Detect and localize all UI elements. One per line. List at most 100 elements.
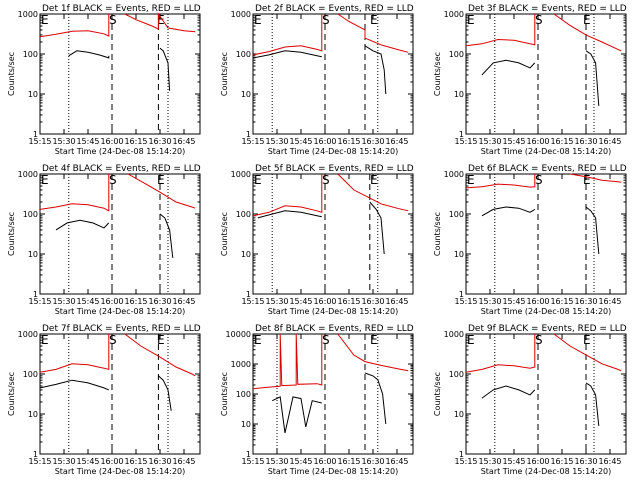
lld-series-line (124, 12, 196, 33)
lld-series-line (252, 333, 323, 390)
y-axis-label: Counts/sec (7, 52, 16, 96)
x-tick-label: 15:15 (454, 137, 477, 146)
x-tick-label: 16:45 (172, 297, 195, 306)
event-marker-label: E (583, 173, 591, 187)
x-tick-label: 15:45 (76, 297, 99, 306)
event-marker-label: E (583, 333, 591, 347)
events-series-line (369, 201, 385, 255)
panel-title: Det 7f BLACK = Events, RED = LLD (42, 324, 201, 334)
y-tick-label: 1 (33, 130, 38, 139)
event-marker-label: E (41, 333, 49, 347)
event-marker-label: E (254, 173, 262, 187)
event-marker-label: S (535, 173, 543, 187)
lld-series-line (553, 13, 622, 52)
x-axis-label: Start Time (24-Dec-08 15:14:20) (55, 147, 186, 156)
x-tick-label: 15:15 (241, 137, 264, 146)
y-tick-label: 1000 (231, 360, 251, 369)
x-tick-label: 15:45 (502, 297, 525, 306)
panel: Det 8f BLACK = Events, RED = LLD 1 10 100 10… (220, 324, 414, 476)
events-series-line (252, 50, 322, 59)
x-tick-label: 15:45 (502, 137, 525, 146)
event-marker-label: E (467, 13, 475, 27)
y-tick-label: 10 (241, 90, 251, 99)
axes-frame (252, 173, 414, 295)
x-tick-label: 16:00 (313, 137, 336, 146)
events-series-line (481, 206, 536, 217)
panel: Det 1f BLACK = Events, RED = LLD 1 10 100 10… (7, 4, 201, 156)
panel-title: Det 4f BLACK = Events, RED = LLD (42, 164, 201, 174)
x-tick-label: 15:15 (28, 297, 51, 306)
lld-series-line (252, 14, 323, 56)
x-tick-label: 16:45 (598, 457, 621, 466)
lld-series-line (569, 173, 622, 183)
x-tick-label: 16:30 (574, 297, 597, 306)
y-axis-label: Counts/sec (220, 372, 229, 416)
lld-series-line (337, 173, 409, 212)
events-series-line (481, 385, 536, 399)
axes-frame (465, 333, 627, 455)
x-tick-label: 15:45 (76, 137, 99, 146)
panel-title: Det 6f BLACK = Events, RED = LLD (468, 164, 627, 174)
y-tick-label: 100 (236, 210, 251, 219)
lld-series-line (252, 174, 323, 217)
y-tick-label: 10 (28, 250, 38, 259)
y-tick-label: 10 (454, 90, 464, 99)
x-tick-label: 16:45 (385, 297, 408, 306)
event-marker-label: S (322, 173, 330, 187)
events-series-line (55, 219, 110, 231)
y-axis-label: Counts/sec (433, 372, 442, 416)
event-marker-label: S (109, 333, 117, 347)
x-tick-label: 16:15 (124, 137, 147, 146)
x-tick-label: 16:15 (550, 457, 573, 466)
event-marker-label: E (41, 13, 49, 27)
lld-series-line (124, 333, 196, 377)
x-tick-label: 15:30 (265, 457, 288, 466)
event-marker-label: E (157, 173, 165, 187)
events-series-line (364, 372, 387, 425)
y-tick-label: 1000 (444, 330, 464, 339)
event-marker-label: S (109, 173, 117, 187)
y-tick-label: 1 (246, 130, 251, 139)
panel: Det 6f BLACK = Events, RED = LLD 1 10 100 10… (433, 164, 627, 316)
x-tick-label: 16:00 (100, 137, 123, 146)
events-series-line (39, 379, 109, 391)
x-tick-label: 15:15 (241, 457, 264, 466)
y-tick-label: 10 (454, 410, 464, 419)
y-tick-label: 10 (28, 90, 38, 99)
y-tick-label: 100 (449, 50, 464, 59)
event-marker-label: S (109, 13, 117, 27)
panel-title: Det 3f BLACK = Events, RED = LLD (468, 4, 627, 14)
y-tick-label: 10 (241, 420, 251, 429)
x-tick-label: 15:15 (454, 297, 477, 306)
lld-series-line (337, 333, 409, 372)
y-tick-label: 10 (28, 410, 38, 419)
lld-series-line (39, 334, 110, 373)
x-tick-label: 16:30 (148, 457, 171, 466)
lld-series-line (39, 174, 110, 212)
x-axis-label: Start Time (24-Dec-08 15:14:20) (268, 307, 399, 316)
x-tick-label: 16:00 (526, 137, 549, 146)
y-tick-label: 1 (459, 290, 464, 299)
y-tick-label: 1000 (231, 170, 251, 179)
x-tick-label: 15:30 (478, 137, 501, 146)
x-axis-label: Start Time (24-Dec-08 15:14:20) (481, 147, 612, 156)
x-tick-label: 16:00 (313, 457, 336, 466)
y-tick-label: 1 (33, 450, 38, 459)
y-axis-label: Counts/sec (220, 52, 229, 96)
x-tick-label: 15:15 (28, 137, 51, 146)
x-tick-label: 16:30 (361, 457, 384, 466)
y-tick-label: 100 (236, 50, 251, 59)
x-tick-label: 16:15 (550, 137, 573, 146)
y-tick-label: 100 (23, 50, 38, 59)
y-tick-label: 100 (449, 370, 464, 379)
events-series-line (364, 45, 387, 95)
x-tick-label: 16:45 (172, 457, 195, 466)
y-tick-label: 1 (33, 290, 38, 299)
x-axis-label: Start Time (24-Dec-08 15:14:20) (268, 147, 399, 156)
panel-title: Det 8f BLACK = Events, RED = LLD (255, 324, 414, 334)
y-tick-label: 1 (246, 450, 251, 459)
event-marker-label: E (370, 333, 378, 347)
event-marker-label: S (535, 333, 543, 347)
y-axis-label: Counts/sec (433, 52, 442, 96)
